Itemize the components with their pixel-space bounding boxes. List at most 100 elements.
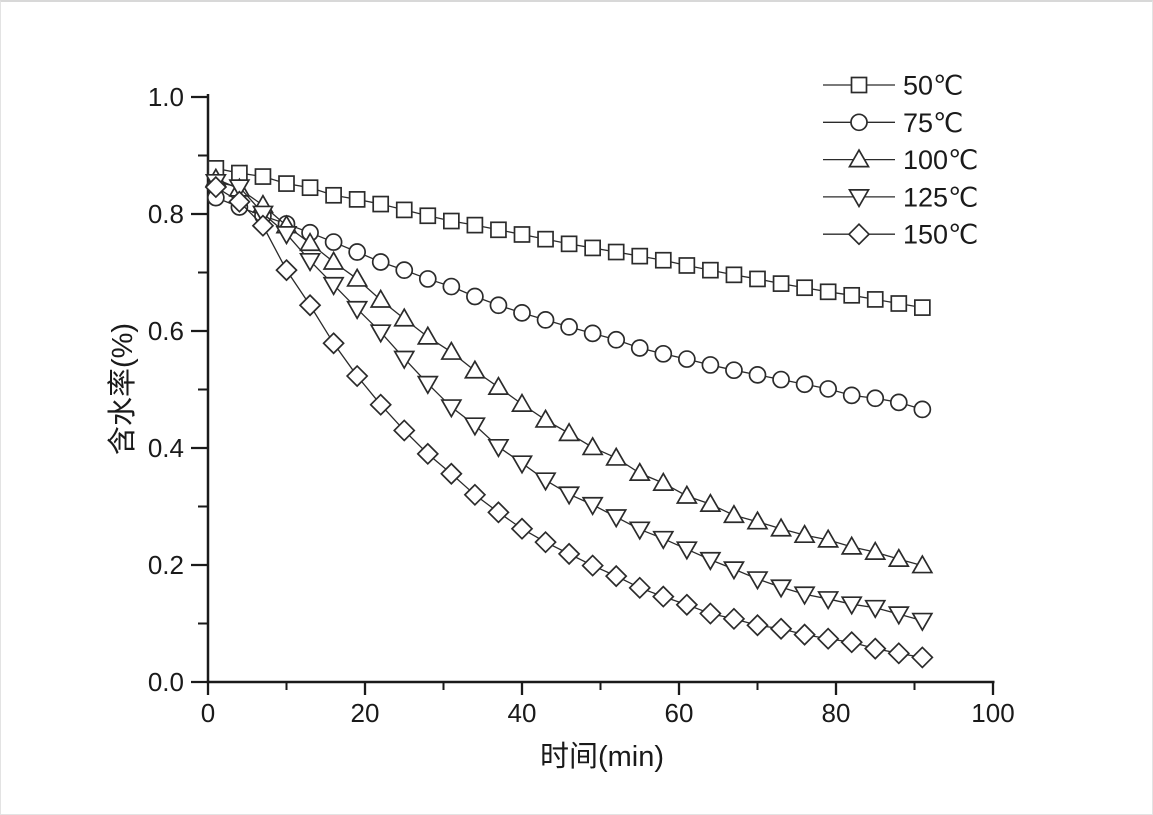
diamond-marker xyxy=(604,564,628,588)
diamond-marker xyxy=(911,646,934,669)
circle-marker xyxy=(395,261,414,280)
square-marker xyxy=(702,261,719,279)
square-marker xyxy=(796,279,813,297)
square-marker xyxy=(513,226,531,243)
triangle-down-marker xyxy=(346,300,369,320)
square-marker xyxy=(725,266,743,284)
diamond-marker xyxy=(322,332,345,355)
legend-label: 100℃ xyxy=(903,145,978,175)
triangle-up-marker xyxy=(440,340,463,360)
square-marker xyxy=(843,286,861,304)
diamond-marker xyxy=(298,294,322,317)
circle-marker xyxy=(913,400,932,419)
triangle-down-marker xyxy=(628,521,651,541)
triangle-down-marker xyxy=(652,530,675,550)
triangle-up-marker xyxy=(299,232,322,252)
diamond-marker xyxy=(793,623,816,646)
triangle-up-marker xyxy=(770,517,793,537)
circle-marker xyxy=(677,350,696,368)
square-marker xyxy=(890,295,908,312)
triangle-up-marker xyxy=(817,528,840,548)
triangle-down-marker xyxy=(440,399,463,419)
triangle-up-marker xyxy=(534,408,557,428)
circle-marker xyxy=(536,311,555,329)
triangle-up-marker xyxy=(722,504,745,524)
triangle-down-marker xyxy=(369,324,392,344)
square-marker xyxy=(850,76,868,94)
square-marker xyxy=(490,221,507,239)
legend-label: 50℃ xyxy=(903,71,963,101)
diamond-marker xyxy=(887,642,911,665)
diamond-marker xyxy=(204,175,228,199)
y-tick-label: 0.4 xyxy=(148,433,184,463)
y-tick-label: 0.6 xyxy=(148,316,184,346)
square-marker xyxy=(419,207,437,225)
diamond-marker xyxy=(769,617,793,640)
diamond-marker xyxy=(487,501,510,524)
diamond-marker xyxy=(746,614,769,637)
circle-marker xyxy=(654,344,673,363)
square-marker xyxy=(584,239,602,257)
triangle-down-marker xyxy=(722,561,745,581)
triangle-down-marker xyxy=(581,496,604,516)
diamond-marker xyxy=(557,542,581,566)
circle-marker xyxy=(583,324,602,343)
triangle-down-marker xyxy=(534,472,557,492)
legend-item: 125℃ xyxy=(823,182,978,212)
triangle-up-marker xyxy=(840,535,863,555)
triangle-down-marker xyxy=(228,179,251,199)
triangle-up-marker xyxy=(699,492,722,513)
y-tick-label: 0.0 xyxy=(148,667,184,697)
diamond-marker xyxy=(345,364,369,388)
circle-marker xyxy=(607,330,626,349)
triangle-down-marker xyxy=(770,579,793,599)
triangle-down-marker xyxy=(416,375,439,395)
circle-marker xyxy=(701,356,720,374)
square-marker xyxy=(466,216,484,234)
square-marker xyxy=(254,168,272,185)
x-tick-label: 20 xyxy=(351,698,380,728)
circle-marker xyxy=(630,339,649,357)
triangle-up-marker xyxy=(416,325,439,345)
diamond-marker xyxy=(652,585,675,608)
circle-marker xyxy=(866,389,885,408)
triangle-down-marker xyxy=(864,599,887,619)
triangle-down-marker xyxy=(463,417,486,437)
triangle-up-marker xyxy=(487,375,510,396)
square-marker xyxy=(866,291,884,308)
triangle-down-marker xyxy=(911,612,934,632)
y-axis-title: 含水率(%) xyxy=(106,323,139,455)
diamond-marker xyxy=(534,530,557,554)
diamond-marker xyxy=(840,631,863,654)
triangle-up-marker xyxy=(369,288,392,308)
legend: 50℃ 75℃ 100℃ 125℃ 150℃ xyxy=(823,71,978,250)
series-lines xyxy=(204,160,934,669)
circle-marker xyxy=(842,386,861,405)
x-tick-label: 0 xyxy=(201,698,215,728)
diamond-marker xyxy=(228,190,251,213)
diamond-marker xyxy=(440,462,463,485)
triangle-up-marker xyxy=(558,422,581,442)
diamond-marker xyxy=(864,637,887,660)
square-marker xyxy=(654,251,672,269)
triangle-down-marker xyxy=(322,276,345,296)
triangle-up-marker xyxy=(581,436,604,456)
circle-marker xyxy=(466,287,484,306)
circle-marker xyxy=(418,270,437,288)
series-50 xyxy=(207,160,931,316)
diamond-marker xyxy=(816,627,840,650)
circle-marker xyxy=(772,370,790,389)
square-marker xyxy=(443,212,460,230)
triangle-down-marker xyxy=(558,486,581,506)
circle-marker xyxy=(371,253,390,271)
diamond-marker xyxy=(847,222,871,246)
legend-item: 75℃ xyxy=(823,108,963,138)
circle-marker xyxy=(489,296,508,315)
legend-label: 75℃ xyxy=(903,108,963,138)
diamond-marker xyxy=(416,442,440,466)
square-marker xyxy=(749,270,766,288)
axes: 0 20 40 60 80 100 0.0 0.2 0.4 0.6 0.8 1.0 xyxy=(148,82,1015,728)
square-marker xyxy=(325,186,342,204)
